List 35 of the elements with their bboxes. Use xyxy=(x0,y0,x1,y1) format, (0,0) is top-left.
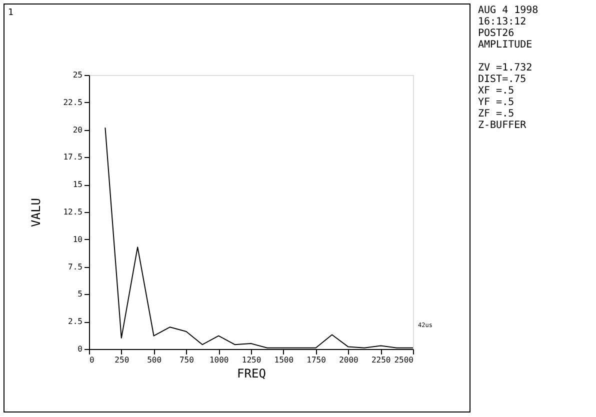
y-tick-label: 10 xyxy=(72,234,83,244)
text: 1 xyxy=(8,8,14,18)
text: XF =.5 xyxy=(478,86,514,96)
text: DIST=.75 xyxy=(478,74,526,85)
y-tick-label: 15 xyxy=(72,180,83,190)
text: ZF =.5 xyxy=(478,108,514,120)
x-tick-label: 1500 xyxy=(274,356,294,364)
y-axis-title: VALU xyxy=(29,198,44,227)
x-tick-label: 2250 xyxy=(371,356,391,364)
y-tick-label: 0 xyxy=(78,344,83,354)
x-tick-label: 500 xyxy=(147,356,162,364)
x-tick-label: 1000 xyxy=(209,356,229,364)
x-tick-label: 1250 xyxy=(242,356,262,364)
x-tick-label: 750 xyxy=(179,356,194,364)
x-tick-label: 2000 xyxy=(339,356,359,364)
x-axis-title: FREQ xyxy=(237,366,266,380)
x-tick-label: 1750 xyxy=(306,356,326,364)
y-tick-label: 17.5 xyxy=(63,152,83,162)
text: YF =.5 xyxy=(478,97,514,108)
x-tick-label: 2500 xyxy=(394,356,414,364)
x-tick-label: 0 xyxy=(90,356,94,364)
x-tick-label: 250 xyxy=(114,356,130,364)
y-tick-label: 7.5 xyxy=(68,262,83,272)
text: AUG 4 1998 xyxy=(478,5,538,16)
y-tick-label: 2.5 xyxy=(68,317,83,326)
text: POST26 xyxy=(478,28,514,39)
text: AMPLITUDE xyxy=(478,40,532,50)
text: 16:13:12 xyxy=(478,16,526,28)
text: ZV =1.732 xyxy=(478,62,532,74)
y-tick-label: 5 xyxy=(78,290,83,299)
y-tick-label: 22.5 xyxy=(63,98,83,107)
y-tick-label: 20 xyxy=(72,125,83,134)
text: Z-BUFFER xyxy=(478,120,528,131)
y-tick-label: 12.5 xyxy=(63,208,83,216)
y-tick-label: 25 xyxy=(72,70,83,80)
